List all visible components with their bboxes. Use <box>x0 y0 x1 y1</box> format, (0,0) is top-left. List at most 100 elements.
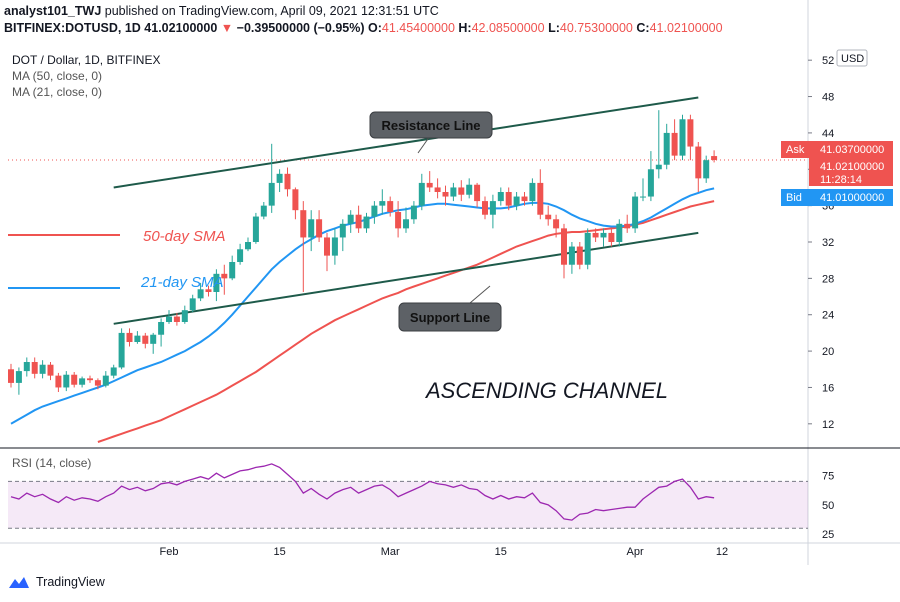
countdown-text: 11:28:14 <box>820 174 862 186</box>
candle-body <box>181 310 188 322</box>
candle-body <box>205 289 212 292</box>
candle-body <box>379 201 386 206</box>
candle-body <box>197 289 204 299</box>
candle-body <box>15 371 22 383</box>
symbol-line: BITFINEX:DOTUSD, 1D 41.02100000 ▼ −0.395… <box>4 20 723 37</box>
price-chart[interactable]: 1216202428323640444852Feb15Mar15Apr12USD… <box>0 0 900 575</box>
bid-tag-text: Bid <box>786 192 802 204</box>
candle-body <box>31 362 38 374</box>
ma21-line <box>10 187 715 425</box>
chart-header: analyst101_TWJ published on TradingView.… <box>4 3 723 37</box>
candle-body <box>711 156 718 160</box>
candle-body <box>679 119 686 156</box>
ask-tag-text: Ask <box>786 144 805 156</box>
candle-body <box>134 335 141 342</box>
candle-body <box>529 182 536 202</box>
candle-body <box>158 322 165 335</box>
y-tick-label: 24 <box>822 310 834 322</box>
candle-body <box>8 369 14 383</box>
candle-body <box>663 132 670 165</box>
rsi-tick-label: 50 <box>822 500 834 512</box>
candle-body <box>189 298 196 311</box>
candle-body <box>252 216 259 242</box>
resistance-callout <box>369 111 493 139</box>
y-tick-label: 44 <box>822 128 834 140</box>
candle-body <box>284 173 291 190</box>
candle-body <box>87 378 93 381</box>
candle-body <box>537 182 544 215</box>
candle-body <box>418 182 425 206</box>
candle-body <box>553 219 560 229</box>
candle-body <box>513 196 520 206</box>
support-line <box>113 231 699 325</box>
rsi-tick-label: 25 <box>822 529 834 541</box>
candle-body <box>126 332 133 342</box>
candle-body <box>387 201 394 212</box>
candle-body <box>142 335 149 344</box>
bid-price-tag <box>809 189 893 206</box>
candle-body <box>308 219 315 238</box>
candle-body <box>23 362 30 372</box>
candle-body <box>576 246 583 265</box>
candle-body <box>434 187 441 192</box>
candle-body <box>79 378 86 385</box>
y-tick-label: 48 <box>822 92 834 104</box>
candle-body <box>221 273 228 279</box>
candle-body <box>260 205 267 217</box>
x-tick-label: 15 <box>495 546 507 558</box>
candle-body <box>482 201 488 215</box>
candle-body <box>695 146 702 179</box>
support-callout <box>398 302 502 332</box>
candle-body <box>561 228 567 265</box>
publish-text: published on TradingView.com, April 09, … <box>104 4 439 18</box>
candle-body <box>687 119 694 147</box>
candle-body <box>110 367 117 376</box>
candle-body <box>640 196 646 198</box>
publish-line: analyst101_TWJ published on TradingView.… <box>4 3 723 20</box>
last-price-tag <box>809 158 893 186</box>
candle-body <box>94 380 101 386</box>
low-label: L: <box>548 21 560 35</box>
candle-body <box>71 374 78 385</box>
candle-body <box>324 237 330 256</box>
candle-body <box>600 232 607 238</box>
publisher-name[interactable]: analyst101_TWJ <box>4 4 102 18</box>
candle-body <box>584 232 591 265</box>
candle-body <box>237 249 244 262</box>
candle-body <box>173 316 180 322</box>
ask-price-text: 41.03700000 <box>820 144 884 156</box>
bid-tag <box>781 189 809 206</box>
y-tick-label: 32 <box>822 237 834 249</box>
candle-body <box>632 196 639 229</box>
candle-body <box>150 334 157 344</box>
y-tick-label: 52 <box>822 55 834 67</box>
footer-brand[interactable]: TradingView <box>8 575 105 589</box>
candle-body <box>39 364 46 374</box>
candle-body <box>703 160 710 179</box>
candle-body <box>229 262 236 279</box>
x-tick-label: Feb <box>160 546 179 558</box>
candle-body <box>63 374 70 388</box>
candle-body <box>102 375 109 386</box>
symbol-name[interactable]: BITFINEX:DOTUSD, 1D <box>4 21 141 35</box>
currency-badge-text: USD <box>841 53 864 65</box>
x-tick-label: Apr <box>627 546 644 558</box>
low-value: 40.75300000 <box>559 21 633 35</box>
candle-body <box>450 187 457 197</box>
rsi-tick-label: 75 <box>822 471 834 483</box>
candle-body <box>395 212 402 229</box>
candle-body <box>442 192 449 197</box>
last-price: 41.02100000 <box>144 21 218 35</box>
candle-body <box>458 187 465 195</box>
support-callout-pointer <box>469 285 491 304</box>
candle-body <box>316 219 323 238</box>
candle-body <box>426 182 433 188</box>
high-label: H: <box>458 21 472 35</box>
candle-body <box>347 214 354 224</box>
candle-body <box>671 132 678 156</box>
candle-body <box>655 164 662 170</box>
resistance-line <box>113 96 699 189</box>
down-triangle-icon: ▼ <box>220 21 234 35</box>
ask-tag <box>781 141 809 158</box>
candle-body <box>363 216 370 229</box>
